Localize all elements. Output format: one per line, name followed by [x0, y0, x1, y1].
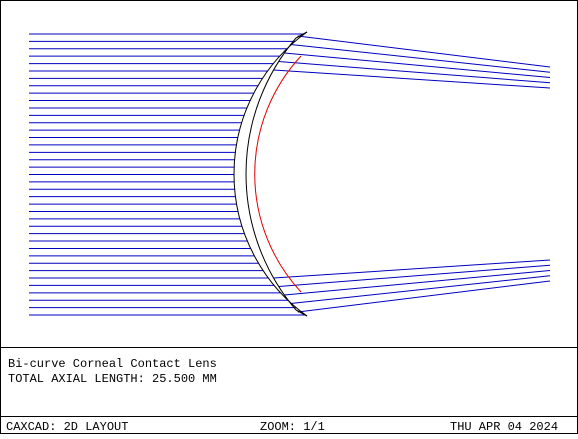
- ray: [273, 69, 551, 89]
- ray: [297, 280, 551, 313]
- ray: [273, 259, 551, 279]
- lens-edge: [295, 31, 308, 39]
- axial-length: TOTAL AXIAL LENGTH: 25.500 MM: [8, 372, 217, 386]
- ray: [278, 61, 551, 84]
- zoom-level: ZOOM: 1/1: [260, 420, 325, 434]
- lens-title: Bi-curve Corneal Contact Lens: [8, 357, 217, 371]
- ray: [284, 270, 551, 296]
- program-name: CAXCAD: 2D LAYOUT: [6, 420, 128, 434]
- ray: [290, 275, 551, 304]
- back-surface: [245, 37, 297, 311]
- front-surface-highlight: [254, 55, 302, 293]
- ray: [278, 264, 551, 287]
- ray: [284, 52, 551, 78]
- date: THU APR 04 2024: [450, 420, 558, 434]
- lens-edge: [295, 309, 308, 317]
- ray-bundle: [29, 33, 551, 316]
- ray: [290, 44, 551, 73]
- ray: [297, 35, 551, 68]
- front-surface: [233, 31, 308, 317]
